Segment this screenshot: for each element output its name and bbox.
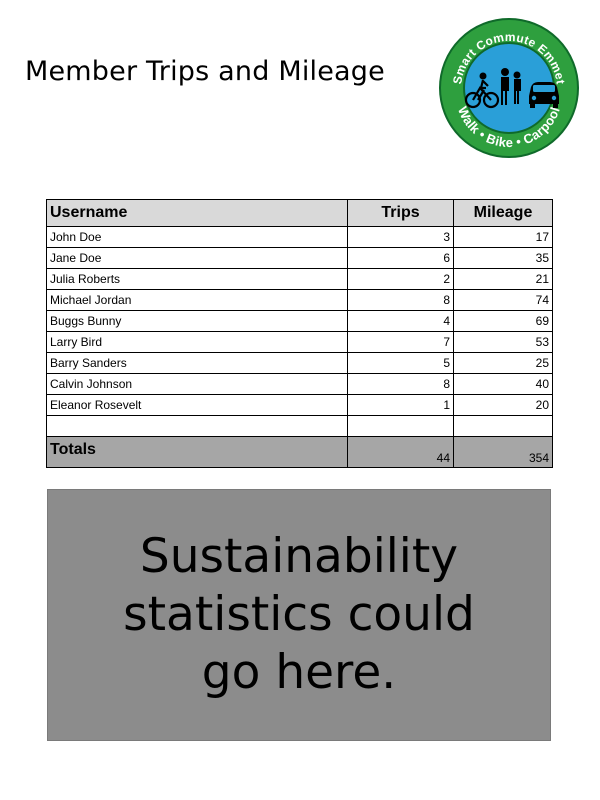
cell-mileage: 74	[453, 289, 553, 311]
table-row: Calvin Johnson 8 40	[46, 373, 553, 395]
totals-mileage: 354	[453, 436, 553, 468]
cell-mileage: 35	[453, 247, 553, 269]
table-header-row: Username Trips Mileage	[46, 199, 553, 227]
cell-mileage: 17	[453, 226, 553, 248]
totals-label: Totals	[46, 436, 348, 468]
table-row: Larry Bird 7 53	[46, 331, 553, 353]
cell-mileage	[453, 415, 553, 437]
smart-commute-logo: Smart Commute Emmet Walk • Bike • Carpoo…	[434, 14, 584, 162]
table-row-empty	[46, 415, 553, 437]
header-username: Username	[46, 199, 348, 227]
cell-trips: 1	[347, 394, 454, 416]
cell-trips: 5	[347, 352, 454, 374]
car-icon	[529, 82, 559, 108]
cell-username	[46, 415, 348, 437]
table-row: Julia Roberts 2 21	[46, 268, 553, 290]
cell-trips: 4	[347, 310, 454, 332]
trips-mileage-table: Username Trips Mileage John Doe 3 17 Jan…	[46, 199, 553, 468]
cell-mileage: 20	[453, 394, 553, 416]
sustainability-stats-placeholder: Sustainability statistics could go here.	[47, 489, 551, 741]
pedestrians-icon	[501, 68, 521, 105]
cell-mileage: 53	[453, 331, 553, 353]
cell-trips: 6	[347, 247, 454, 269]
bicycle-icon	[464, 72, 500, 109]
header-mileage: Mileage	[453, 199, 553, 227]
table-row: John Doe 3 17	[46, 226, 553, 248]
table-row: Michael Jordan 8 74	[46, 289, 553, 311]
cell-username: Julia Roberts	[46, 268, 348, 290]
table-row: Barry Sanders 5 25	[46, 352, 553, 374]
cell-mileage: 25	[453, 352, 553, 374]
cell-trips: 2	[347, 268, 454, 290]
totals-trips: 44	[347, 436, 454, 468]
cell-mileage: 21	[453, 268, 553, 290]
cell-username: Eleanor Rosevelt	[46, 394, 348, 416]
cell-username: Larry Bird	[46, 331, 348, 353]
cell-mileage: 69	[453, 310, 553, 332]
cell-username: Michael Jordan	[46, 289, 348, 311]
totals-row: Totals 44 354	[46, 436, 553, 468]
cell-username: Calvin Johnson	[46, 373, 348, 395]
cell-username: Buggs Bunny	[46, 310, 348, 332]
cell-trips: 8	[347, 289, 454, 311]
page-title: Member Trips and Mileage	[25, 56, 385, 87]
cell-trips: 3	[347, 226, 454, 248]
cell-trips	[347, 415, 454, 437]
header-trips: Trips	[347, 199, 454, 227]
cell-username: John Doe	[46, 226, 348, 248]
table-row: Jane Doe 6 35	[46, 247, 553, 269]
table-row: Eleanor Rosevelt 1 20	[46, 394, 553, 416]
cell-username: Jane Doe	[46, 247, 348, 269]
cell-username: Barry Sanders	[46, 352, 348, 374]
cell-trips: 8	[347, 373, 454, 395]
sustainability-stats-text: Sustainability statistics could go here.	[123, 529, 475, 700]
cell-trips: 7	[347, 331, 454, 353]
table-row: Buggs Bunny 4 69	[46, 310, 553, 332]
cell-mileage: 40	[453, 373, 553, 395]
